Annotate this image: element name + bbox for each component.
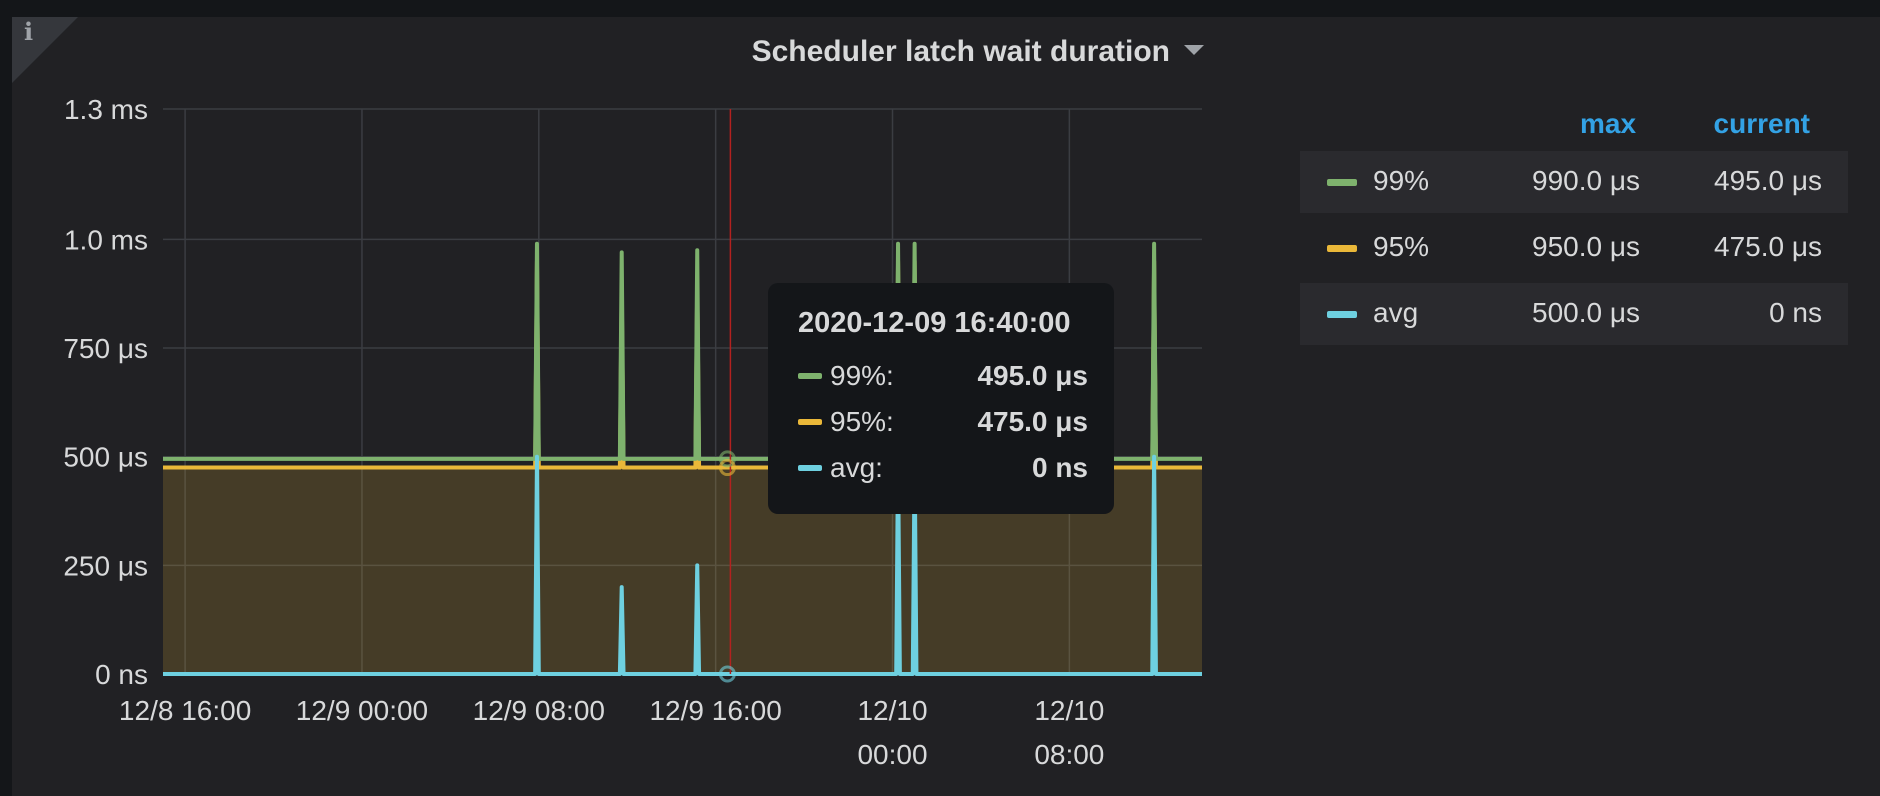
x-tick-label-line: 12/9 16:00: [649, 695, 781, 726]
x-tick-label-line: 12/10: [1034, 695, 1104, 726]
tooltip-series-value: 0 ns: [1031, 452, 1088, 483]
x-tick-label: 12/10 08:00: [1034, 695, 1104, 770]
x-tick-label: 12/9 16:00: [649, 695, 781, 726]
legend-series-name[interactable]: 99%: [1373, 165, 1430, 196]
x-axis-ticks: 12/8 16:00 12/9 00:00 12/9 08:00 12/9 16:00…: [119, 695, 1104, 770]
x-tick-label-line: 12/9 08:00: [473, 695, 605, 726]
crosshair-marker: [718, 665, 736, 683]
legend-row-99[interactable]: 99%: [1300, 151, 1848, 213]
crosshair: [718, 109, 736, 683]
x-tick-label-line: 08:00: [1034, 739, 1104, 770]
tooltip-swatch: [798, 419, 822, 425]
x-tick-label: 12/9 08:00: [473, 695, 605, 726]
y-tick-label: 500 μs: [63, 442, 148, 473]
x-tick-label-line: 12/10: [857, 695, 927, 726]
tooltip-series-name: 99%:: [830, 360, 894, 391]
panel-info-corner[interactable]: [12, 17, 78, 83]
legend-swatch[interactable]: [1327, 311, 1357, 318]
legend-series-name[interactable]: 95%: [1373, 231, 1430, 262]
tooltip-time: 2020-12-09 16:40:00: [798, 307, 1071, 339]
legend-row-95[interactable]: 95%: [1300, 217, 1848, 279]
tooltip-row: 99%: 495.0 μs: [798, 356, 1088, 396]
tooltip-series-name: 95%:: [830, 406, 894, 437]
tooltip-row: avg: 0 ns: [798, 448, 1088, 488]
tooltip-series-name: avg:: [830, 452, 883, 483]
hover-tooltip: 2020-12-09 16:40:00 99%: 495.0 μs 95%: 4…: [768, 283, 1114, 514]
legend-series-name[interactable]: avg: [1373, 297, 1419, 328]
legend-row-avg[interactable]: avg: [1300, 283, 1848, 345]
legend-header-current-label[interactable]: current: [1713, 108, 1810, 139]
legend-current-value: 475.0 μs: [1714, 231, 1822, 262]
legend-header-current[interactable]: current: [1700, 106, 1810, 178]
legend-header-max[interactable]: max: [1580, 108, 1637, 139]
y-tick-label: 1.0 ms: [64, 224, 148, 255]
tooltip-series-value: 495.0 μs: [977, 360, 1088, 391]
crosshair-marker: [718, 459, 736, 477]
y-tick-label: 0 ns: [95, 659, 148, 690]
y-tick-label: 1.3 ms: [64, 94, 148, 125]
legend-current-value: 0 ns: [1769, 297, 1822, 328]
y-tick-label: 750 μs: [63, 333, 148, 364]
tooltip-row: 95%: 475.0 μs: [798, 402, 1088, 442]
legend-max-value: 500.0 μs: [1532, 297, 1640, 328]
legend-swatch[interactable]: [1327, 179, 1357, 186]
caret-down-icon[interactable]: [1184, 45, 1204, 56]
tooltip-swatch: [798, 373, 822, 379]
tooltip-swatch: [798, 465, 822, 471]
legend-swatch[interactable]: [1327, 245, 1357, 252]
x-tick-label: 12/8 16:00: [119, 695, 251, 726]
series-line-avg: [163, 454, 1202, 676]
y-tick-label: 250 μs: [63, 550, 148, 581]
x-tick-label: 12/10 00:00: [857, 695, 927, 770]
x-tick-label-line: 00:00: [857, 739, 927, 770]
x-tick-label: 12/9 00:00: [296, 695, 428, 726]
info-icon[interactable]: i: [24, 17, 34, 46]
legend-current-value: 495.0 μs: [1714, 165, 1822, 196]
x-tick-label-line: 12/8 16:00: [119, 695, 251, 726]
tooltip-series-value: 475.0 μs: [977, 406, 1088, 437]
crosshair-marker: [718, 450, 736, 468]
y-axis-ticks: 0 ns 250 μs 500 μs 750 μs 1.0 ms 1.3 ms: [63, 94, 148, 690]
panel-title[interactable]: Scheduler latch wait duration: [0, 32, 1204, 72]
legend-max-value: 990.0 μs: [1532, 165, 1640, 196]
x-tick-label-line: 12/9 00:00: [296, 695, 428, 726]
panel-title-text[interactable]: Scheduler latch wait duration: [751, 35, 1170, 68]
legend-max-value: 950.0 μs: [1532, 231, 1640, 262]
